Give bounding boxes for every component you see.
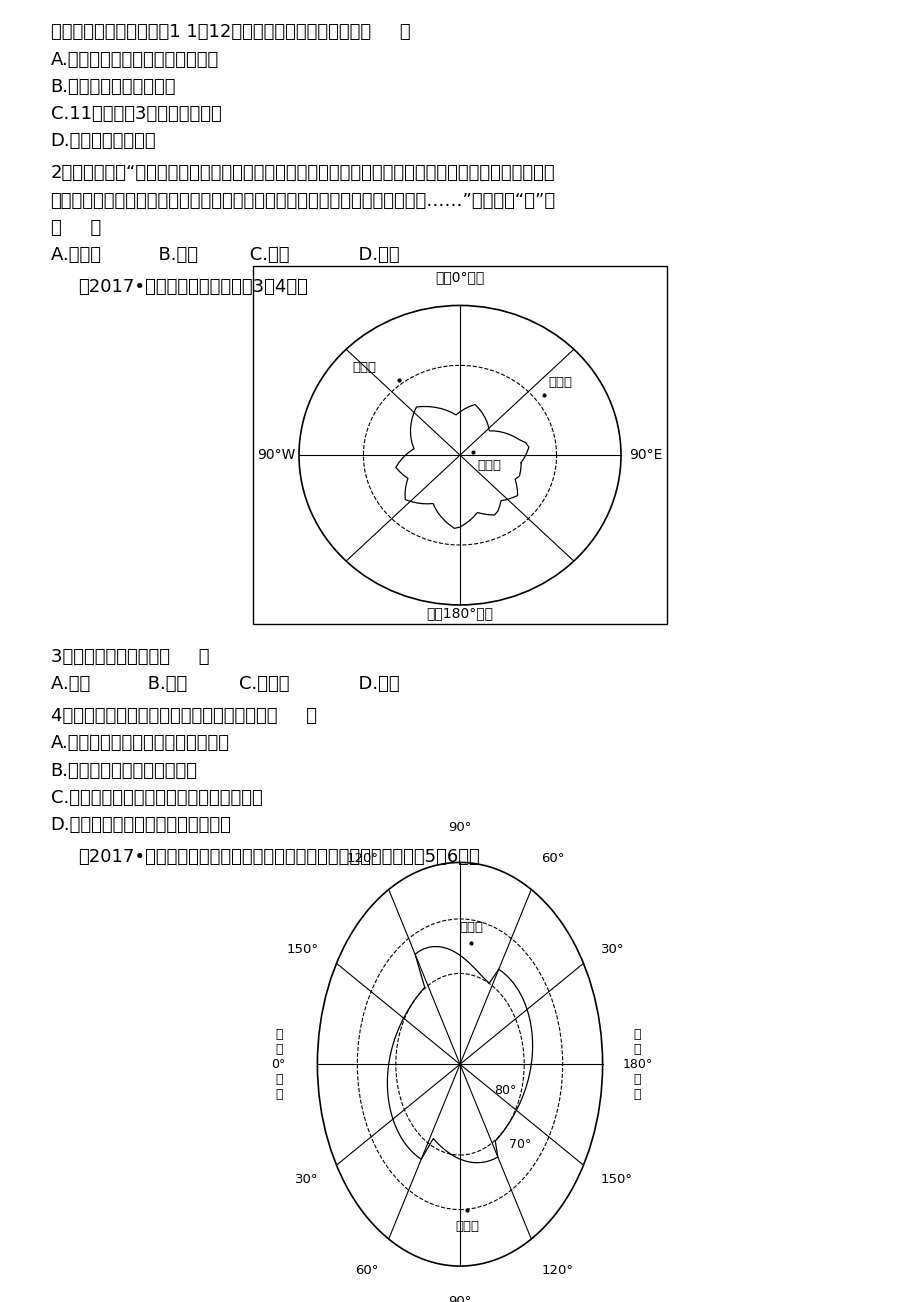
Text: 150°: 150°	[287, 943, 319, 956]
Text: 120°: 120°	[541, 1264, 573, 1277]
Text: 60°: 60°	[355, 1264, 378, 1277]
Text: 3．南极的典型动物是（     ）: 3．南极的典型动物是（ ）	[51, 648, 209, 665]
Text: 30°: 30°	[600, 943, 624, 956]
Text: 昆仑站: 昆仑站	[477, 458, 501, 471]
Text: 东
经
0°
西
经: 东 经 0° 西 经	[271, 1027, 286, 1100]
Text: 70°: 70°	[508, 1138, 530, 1151]
Text: 长城站: 长城站	[455, 1220, 479, 1233]
Text: D.此时为南极的雨季: D.此时为南极的雨季	[51, 133, 156, 150]
Text: （     ）: （ ）	[51, 219, 101, 237]
Text: 考察队去南极考察一般在1 1～12月抗达南极洲，主要原因是（     ）: 考察队去南极考察一般在1 1～12月抗达南极洲，主要原因是（ ）	[51, 23, 410, 42]
Bar	[253, 267, 666, 625]
Text: 150°: 150°	[600, 1173, 632, 1186]
Text: 西经180°东经: 西经180°东经	[426, 607, 493, 621]
Text: 90°: 90°	[448, 820, 471, 833]
Text: A.北极熊          B.袋鼠         C.大象            D.企鹅: A.北极熊 B.袋鼠 C.大象 D.企鹅	[51, 246, 399, 264]
Text: 60°: 60°	[541, 852, 564, 865]
Text: 中山站: 中山站	[548, 376, 572, 389]
Text: C.11月到次年3月为南极的暖季: C.11月到次年3月为南极的暖季	[51, 105, 221, 124]
Text: 东
经
180°
西
经: 东 经 180° 西 经	[622, 1027, 652, 1100]
Text: 90°W: 90°W	[257, 448, 296, 462]
Text: A.我国三个科考站均有极昼极夜现象: A.我国三个科考站均有极昼极夜现象	[51, 734, 230, 753]
Text: 4．有关南极地区及科考站的叙述，正确的是（     ）: 4．有关南极地区及科考站的叙述，正确的是（ ）	[51, 707, 316, 725]
Text: （2017•晋江模拟）读图，回吇3～4题。: （2017•晋江模拟）读图，回吇3～4题。	[78, 279, 308, 297]
Text: D.此地气候酷寒，多狂风，降水稀少: D.此地气候酷寒，多狂风，降水稀少	[51, 816, 232, 835]
Text: C.我们放暂假时正是考察该地区的最佳时期: C.我们放暂假时正是考察该地区的最佳时期	[51, 789, 262, 807]
Text: B.此时南极冰雪大量消融: B.此时南极冰雪大量消融	[51, 78, 176, 96]
Text: 站立，前肢退化成游泳的鳓状肢。为了抗御严寒，我皮肤下有厅厅的脂肪保护层……”材料中的“我”是: 站立，前肢退化成游泳的鳓状肢。为了抗御严寒，我皮肤下有厅厅的脂肪保护层……”材料…	[51, 191, 555, 210]
Text: B.中山站位于长城站的东北方: B.中山站位于长城站的东北方	[51, 762, 198, 780]
Text: 80°: 80°	[494, 1085, 516, 1098]
Text: 西猆0°东经: 西猆0°东经	[435, 271, 484, 284]
Text: A.企鹅          B.猩猓         C.长颈鹿            D.袋鼠: A.企鹅 B.猩猓 C.长颈鹿 D.袋鼠	[51, 676, 399, 693]
Text: 中山站: 中山站	[459, 921, 482, 934]
Text: 30°: 30°	[295, 1173, 319, 1186]
Text: 90°: 90°	[448, 1294, 471, 1302]
Text: 90°E: 90°E	[629, 448, 662, 462]
Text: 2．（预测题）“我是南极的主人，我有流线型的躯体，人家说我是身穿白衬衫、黑燕尾服的绅士。我经常: 2．（预测题）“我是南极的主人，我有流线型的躯体，人家说我是身穿白衬衫、黑燕尾服…	[51, 164, 555, 182]
Text: A.此时正是南极极夜时期，风雪小: A.此时正是南极极夜时期，风雪小	[51, 51, 219, 69]
Text: 长城站: 长城站	[353, 361, 377, 374]
Text: 120°: 120°	[346, 852, 379, 865]
Text: （2017•潍坊模拟）南极大陆是一个冰雪世界。读南极地区图，完成5～6题。: （2017•潍坊模拟）南极大陆是一个冰雪世界。读南极地区图，完成5～6题。	[78, 849, 480, 866]
